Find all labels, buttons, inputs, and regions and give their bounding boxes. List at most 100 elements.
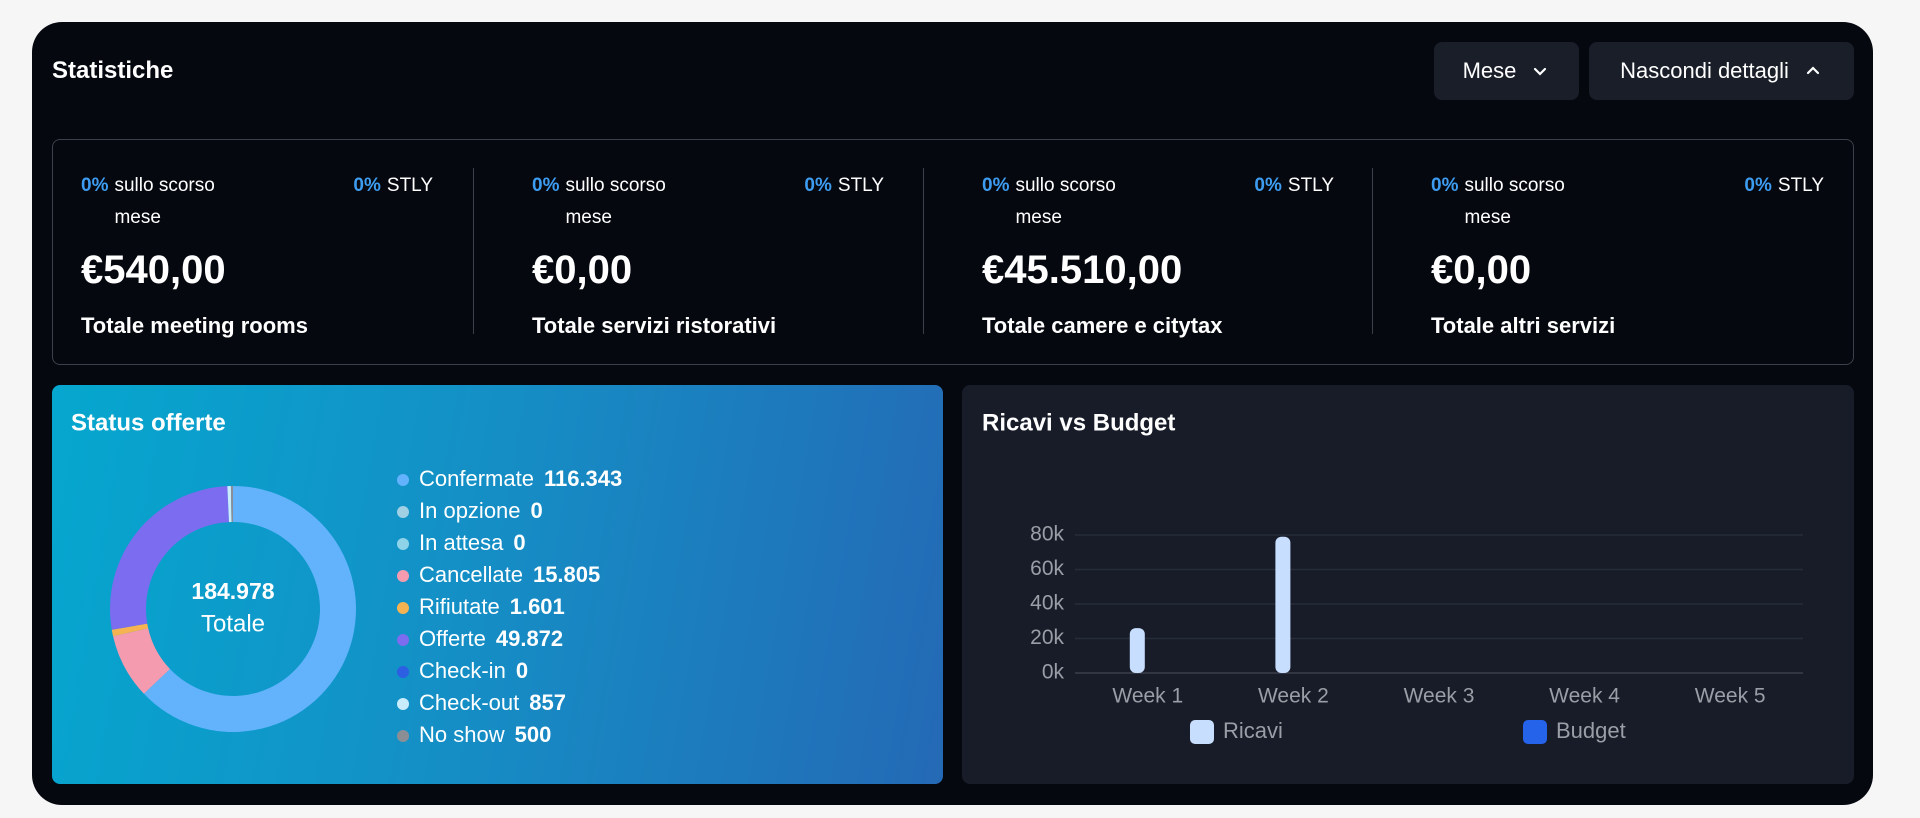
kpi: 0% sullo scorso mese 0% STLY €45.510,00 Total… <box>982 170 1334 339</box>
kpi-value: €0,00 <box>1431 248 1532 292</box>
kpi-stly: 0% STLY <box>353 170 433 234</box>
legend-label: Cancellate <box>419 562 523 587</box>
legend-dot <box>397 570 409 582</box>
legend-dot <box>397 474 409 486</box>
legend-swatch <box>1523 720 1547 744</box>
legend-dot <box>397 602 409 614</box>
kpi-stly-label: STLY <box>837 175 884 196</box>
donut-segment <box>227 486 232 523</box>
donut-segment <box>230 486 233 523</box>
kpi-compare: 0% sullo scorso mese 0% STLY <box>982 170 1334 234</box>
kpi-change: 0% sullo scorso mese <box>532 170 683 234</box>
kpi-stly: 0% STLY <box>804 170 884 234</box>
donut-segment <box>143 486 356 733</box>
legend-value: 0 <box>531 498 543 523</box>
kpi-stly-pct: 0% <box>804 175 832 196</box>
kpi-compare: 0% sullo scorso mese 0% STLY <box>532 170 884 234</box>
kpi-stly-pct: 0% <box>353 175 381 196</box>
legend-entry: In opzione 0 <box>419 498 543 523</box>
kpi-stly-label: STLY <box>386 175 433 196</box>
legend-value: 500 <box>515 722 552 747</box>
legend-label: Confermate <box>419 466 534 491</box>
kpi-divider <box>473 168 474 334</box>
legend-label: Check-in <box>419 658 506 683</box>
kpi-compare: 0% sullo scorso mese 0% STLY <box>81 170 433 234</box>
kpi-stly-pct: 0% <box>1744 175 1772 196</box>
donut-total: 184.978 <box>191 578 274 604</box>
x-tick-label: Week 4 <box>1549 685 1620 708</box>
kpi-stly-label: STLY <box>1287 175 1334 196</box>
kpi-divider <box>1372 168 1373 334</box>
legend-value: 49.872 <box>496 626 563 651</box>
legend-label: Rifiutate <box>419 594 500 619</box>
kpi-divider <box>923 168 924 334</box>
kpi-value: €0,00 <box>532 248 633 292</box>
legend-dot <box>397 666 409 678</box>
kpi-change-pct: 0% <box>532 175 560 196</box>
kpi-change-label: sullo scorso mese <box>1464 175 1565 228</box>
legend-value: 15.805 <box>533 562 600 587</box>
kpi-change-pct: 0% <box>982 175 1010 196</box>
kpi-label: Totale servizi ristorativi <box>532 313 777 338</box>
y-tick-label: 0k <box>1042 661 1065 684</box>
kpi-stly: 0% STLY <box>1744 170 1824 234</box>
y-tick-label: 80k <box>1030 523 1064 546</box>
y-tick-label: 60k <box>1030 557 1064 580</box>
kpi-change-pct: 0% <box>1431 175 1459 196</box>
kpi-change: 0% sullo scorso mese <box>1431 170 1582 234</box>
kpi-label: Totale meeting rooms <box>81 313 308 338</box>
donut-total-label: Totale <box>201 610 265 637</box>
legend-label: In opzione <box>419 498 521 523</box>
legend-label: Ricavi <box>1223 718 1283 743</box>
panel-title: Ricavi vs Budget <box>982 409 1175 436</box>
legend-value: 1.601 <box>510 594 565 619</box>
legend-entry: Offerte 49.872 <box>419 626 563 651</box>
legend-entry: Check-out 857 <box>419 690 566 715</box>
bar <box>1275 536 1291 673</box>
legend-label: Budget <box>1556 718 1626 743</box>
legend-dot <box>397 634 409 646</box>
x-tick-label: Week 3 <box>1404 685 1475 708</box>
donut-segment <box>113 628 170 694</box>
period-button[interactable]: Mese <box>1434 42 1579 100</box>
kpi-stly-pct: 0% <box>1254 175 1282 196</box>
button-label: Mese <box>1462 58 1517 83</box>
kpi-change-label: sullo scorso mese <box>114 175 215 228</box>
x-tick-label: Week 2 <box>1258 685 1329 708</box>
legend-label: Offerte <box>419 626 486 651</box>
chevron-up <box>1806 66 1819 75</box>
bar <box>1129 628 1145 673</box>
legend-dot <box>397 698 409 710</box>
legend-value: 857 <box>529 690 566 715</box>
legend-value: 0 <box>516 658 528 683</box>
kpi-label: Totale camere e citytax <box>982 313 1223 338</box>
legend-entry: Confermate 116.343 <box>419 466 622 491</box>
legend-dot <box>397 538 409 550</box>
legend-entry: Cancellate 15.805 <box>419 562 600 587</box>
legend-entry: In attesa 0 <box>419 530 526 555</box>
legend-value: 116.343 <box>544 466 622 491</box>
kpi-change: 0% sullo scorso mese <box>982 170 1133 234</box>
panel-title: Status offerte <box>71 409 226 436</box>
legend-dot <box>397 730 409 742</box>
donut-segment <box>110 486 229 630</box>
details-button[interactable]: Nascondi dettagli <box>1589 42 1854 100</box>
chevron-down <box>1534 67 1547 76</box>
legend-entry: No show 500 <box>419 722 551 747</box>
kpi-change-label: sullo scorso mese <box>1015 175 1116 228</box>
legend-swatch <box>1190 720 1214 744</box>
kpi: 0% sullo scorso mese 0% STLY €0,00 Totale ser… <box>532 170 884 339</box>
legend-label: In attesa <box>419 530 504 555</box>
kpi-change-label: sullo scorso mese <box>565 175 666 228</box>
x-tick-label: Week 1 <box>1112 685 1183 708</box>
legend-entry: Rifiutate 1.601 <box>419 594 565 619</box>
kpi-label: Totale altri servizi <box>1431 313 1616 338</box>
kpi-value: €540,00 <box>81 248 226 292</box>
kpi-compare: 0% sullo scorso mese 0% STLY <box>1431 170 1824 234</box>
revenue-panel <box>962 385 1854 784</box>
legend-dot <box>397 506 409 518</box>
donut-segment <box>111 623 149 637</box>
